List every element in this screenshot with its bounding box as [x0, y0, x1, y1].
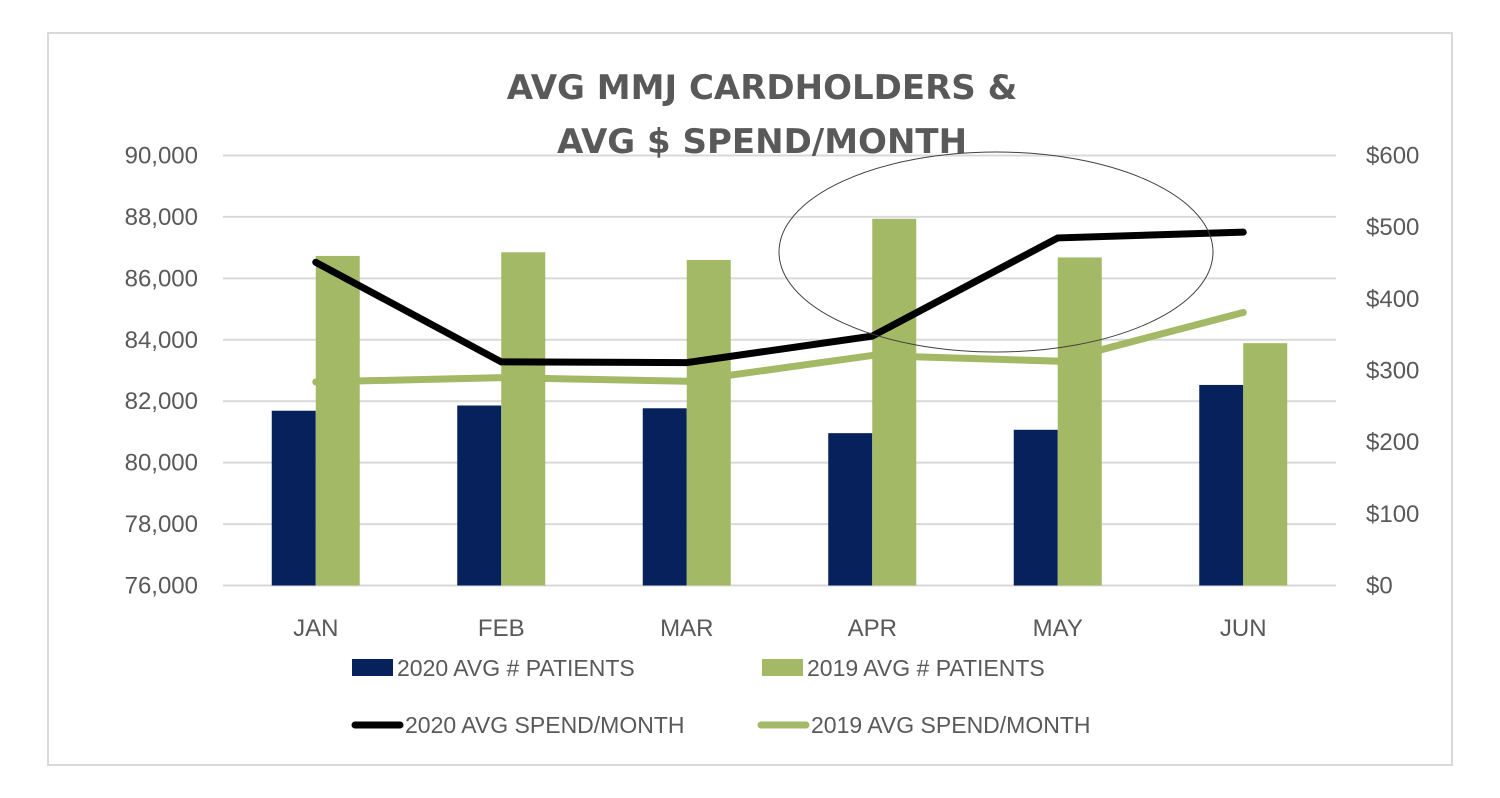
legend-label: 2020 AVG # PATIENTS	[397, 655, 635, 681]
y-right-tick-label: $0	[1366, 573, 1393, 600]
legend-label: 2019 AVG SPEND/MONTH	[811, 712, 1091, 738]
line-series	[312, 228, 1247, 386]
x-tick-label: FEB	[478, 615, 525, 642]
bar-series	[271, 218, 1288, 586]
x-tick-label: APR	[848, 615, 897, 642]
line-2019-spend	[312, 308, 1247, 386]
y-left-tick-label: 78,000	[125, 511, 198, 538]
y-left-tick-label: 76,000	[125, 573, 198, 600]
bar-2019-patients	[1243, 343, 1288, 586]
y-right-tick-label: $100	[1366, 501, 1419, 528]
y-left-axis: 76,000 78,000 80,000 82,000 84,000 86,000 88,0…	[125, 143, 198, 600]
bar-2020-patients	[1013, 429, 1058, 586]
y-right-tick-label: $300	[1366, 358, 1419, 385]
bar-2019-patients	[686, 259, 731, 586]
y-left-tick-label: 86,000	[125, 265, 198, 292]
gridlines	[223, 154, 1336, 587]
chart-title-line-1: AVG MMJ CARDHOLDERS &	[507, 68, 1018, 108]
chart-title: AVG MMJ CARDHOLDERS & AVG $ SPEND/MONTH	[507, 68, 1018, 162]
legend-item: 2019 AVG # PATIENTS	[762, 655, 1045, 681]
bar-2019-patients	[501, 252, 546, 586]
bar-2020-patients	[642, 408, 687, 586]
x-tick-label: MAR	[660, 615, 713, 642]
y-right-tick-label: $200	[1366, 429, 1419, 456]
bar-2020-patients	[828, 433, 873, 586]
bar-2019-patients	[1057, 257, 1102, 586]
bar-2020-patients	[457, 405, 502, 586]
y-right-tick-label: $400	[1366, 286, 1419, 313]
y-left-tick-label: 82,000	[125, 388, 198, 415]
bar-2019-patients	[872, 218, 917, 586]
x-axis: JAN FEB MAR APR MAY JUN	[293, 615, 1267, 642]
legend-label: 2020 AVG SPEND/MONTH	[405, 712, 685, 738]
x-tick-label: JUN	[1220, 615, 1267, 642]
legend-item: 2020 AVG # PATIENTS	[352, 655, 635, 681]
y-right-tick-label: $600	[1366, 143, 1419, 170]
bar-2020-patients	[271, 410, 316, 586]
y-right-tick-label: $500	[1366, 214, 1419, 241]
bar-2019-patients	[315, 255, 360, 586]
y-left-tick-label: 84,000	[125, 327, 198, 354]
y-left-tick-label: 90,000	[125, 143, 198, 170]
annotation-ellipse	[778, 151, 1214, 353]
y-left-tick-label: 80,000	[125, 450, 198, 477]
legend-label: 2019 AVG # PATIENTS	[807, 655, 1045, 681]
legend: 2020 AVG # PATIENTS 2019 AVG # PATIENTS 20…	[351, 655, 1091, 738]
y-left-tick-label: 88,000	[125, 204, 198, 231]
legend-item: 2020 AVG SPEND/MONTH	[351, 712, 685, 738]
x-tick-label: MAY	[1033, 615, 1083, 642]
legend-swatch	[762, 659, 803, 676]
y-right-axis: $0 $100 $200 $300 $400 $500 $600	[1366, 143, 1419, 600]
x-tick-label: JAN	[293, 615, 338, 642]
legend-item: 2019 AVG SPEND/MONTH	[757, 712, 1091, 738]
legend-swatch	[352, 659, 393, 676]
chart-title-line-2: AVG $ SPEND/MONTH	[557, 122, 967, 162]
bar-2020-patients	[1199, 384, 1244, 586]
line-2020-spend	[312, 228, 1247, 367]
